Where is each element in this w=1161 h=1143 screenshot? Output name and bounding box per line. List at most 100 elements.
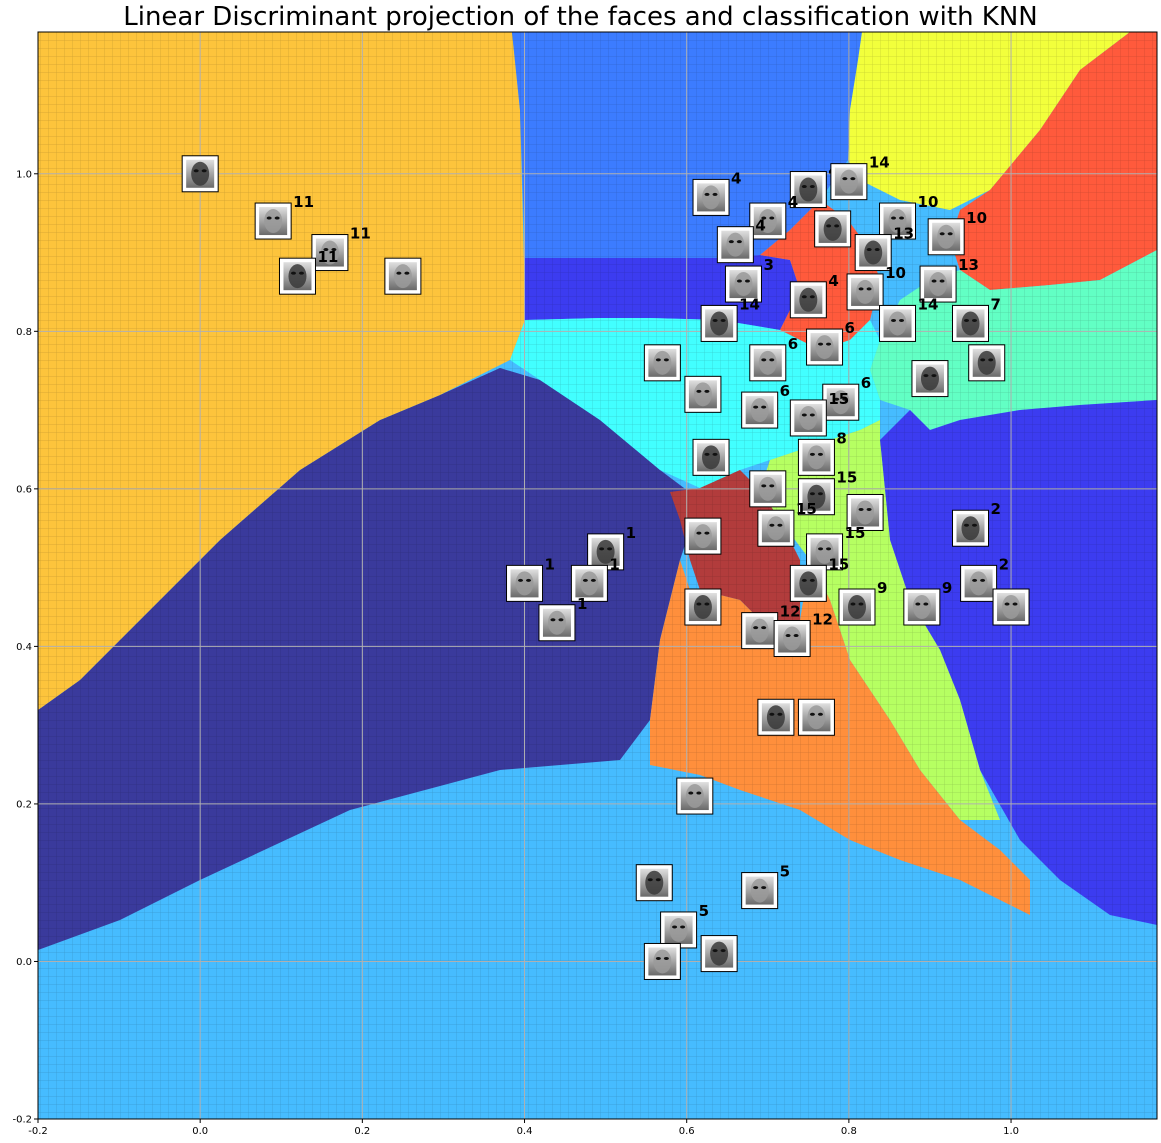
- face-eye: [298, 271, 304, 275]
- face-eye: [939, 232, 945, 236]
- face-eye: [826, 224, 832, 228]
- face-thumbnail: [757, 509, 795, 547]
- point-label: 7: [991, 295, 1001, 313]
- face-eye: [891, 216, 897, 220]
- face-shape: [393, 264, 412, 289]
- face-thumbnail: [968, 344, 1006, 382]
- point-label: 15: [828, 390, 849, 408]
- face-thumbnail: [749, 344, 787, 382]
- face-thumbnail: [911, 360, 949, 398]
- point-label: 4: [755, 217, 765, 235]
- face-eye: [866, 248, 872, 252]
- face-shape: [888, 311, 907, 336]
- y-tick-label: 0.0: [16, 957, 32, 968]
- face-thumbnail: [927, 218, 965, 256]
- x-tick-label: 0.2: [354, 1126, 370, 1137]
- face-eye: [761, 358, 767, 362]
- face-eye: [704, 602, 710, 606]
- face-eye: [655, 358, 661, 362]
- face-eye: [793, 634, 799, 638]
- face-eye: [817, 492, 823, 496]
- y-tick-label: 1.0: [16, 169, 32, 180]
- face-eye: [672, 925, 678, 929]
- face-shape: [710, 941, 729, 966]
- face-eye: [874, 248, 880, 252]
- face-shape: [799, 177, 818, 202]
- face-shape: [320, 240, 339, 265]
- face-thumbnail: [789, 281, 827, 319]
- face-shape: [547, 610, 566, 635]
- face-thumbnail: [660, 911, 698, 949]
- face-shape: [856, 279, 875, 304]
- y-tick-label: 0.6: [16, 484, 32, 495]
- face-eye: [769, 523, 775, 527]
- face-thumbnail: [684, 588, 722, 626]
- face-eye: [817, 712, 823, 716]
- point-label: 1: [626, 524, 636, 542]
- point-label: 3: [763, 256, 773, 274]
- face-thumbnail: [992, 588, 1030, 626]
- face-eye: [720, 318, 726, 322]
- face-thumbnail: [587, 533, 625, 571]
- face-eye: [712, 318, 718, 322]
- face-shape: [929, 272, 948, 297]
- face-eye: [655, 956, 661, 960]
- point-label: 9: [877, 579, 887, 597]
- face-eye: [801, 185, 807, 189]
- face-thumbnail: [846, 273, 884, 311]
- face-shape: [807, 445, 826, 470]
- point-label: 5: [699, 902, 709, 920]
- face-shape: [288, 264, 307, 289]
- face-thumbnail: [838, 588, 876, 626]
- face-thumbnail: [384, 257, 422, 295]
- face-eye: [931, 374, 937, 378]
- y-tick-label: 0.8: [16, 327, 32, 338]
- face-eye: [728, 240, 734, 244]
- face-eye: [809, 295, 815, 299]
- face-eye: [817, 452, 823, 456]
- face-eye: [274, 216, 280, 220]
- face-eye: [753, 405, 759, 409]
- face-shape: [831, 390, 850, 415]
- face-shape: [693, 382, 712, 407]
- face-eye: [696, 602, 702, 606]
- face-thumbnail: [643, 942, 681, 980]
- face-thumbnail: [700, 304, 738, 342]
- face-eye: [809, 185, 815, 189]
- face-eye: [704, 452, 710, 456]
- face-eye: [704, 192, 710, 196]
- face-thumbnail: [757, 698, 795, 736]
- face-shape: [807, 484, 826, 509]
- face-shape: [920, 366, 939, 391]
- face-shape: [710, 311, 729, 336]
- face-shape: [750, 878, 769, 903]
- point-label: 2: [999, 555, 1009, 573]
- face-eye: [980, 578, 986, 582]
- face-eye: [842, 397, 848, 401]
- face-shape: [653, 350, 672, 375]
- face-eye: [769, 216, 775, 220]
- face-shape: [766, 516, 785, 541]
- point-label: 11: [293, 193, 314, 211]
- face-thumbnail: [830, 163, 868, 201]
- face-shape: [783, 626, 802, 651]
- face-eye: [655, 878, 661, 882]
- face-eye: [663, 358, 669, 362]
- face-thumbnail: [789, 171, 827, 209]
- face-shape: [645, 870, 664, 895]
- face-eye: [1012, 602, 1018, 606]
- point-label: 14: [739, 295, 760, 313]
- face-shape: [823, 216, 842, 241]
- face-eye: [964, 523, 969, 527]
- face-thumbnail: [684, 517, 722, 555]
- face-eye: [801, 295, 807, 299]
- face-shape: [977, 350, 996, 375]
- face-eye: [923, 374, 929, 378]
- face-points: 1111114414410413103410131461476661581515…: [181, 154, 1030, 980]
- face-eye: [809, 578, 815, 582]
- face-thumbnail: [741, 872, 779, 910]
- point-label: 14: [918, 295, 939, 313]
- face-eye: [1004, 602, 1010, 606]
- face-eye: [947, 232, 953, 236]
- face-shape: [734, 272, 753, 297]
